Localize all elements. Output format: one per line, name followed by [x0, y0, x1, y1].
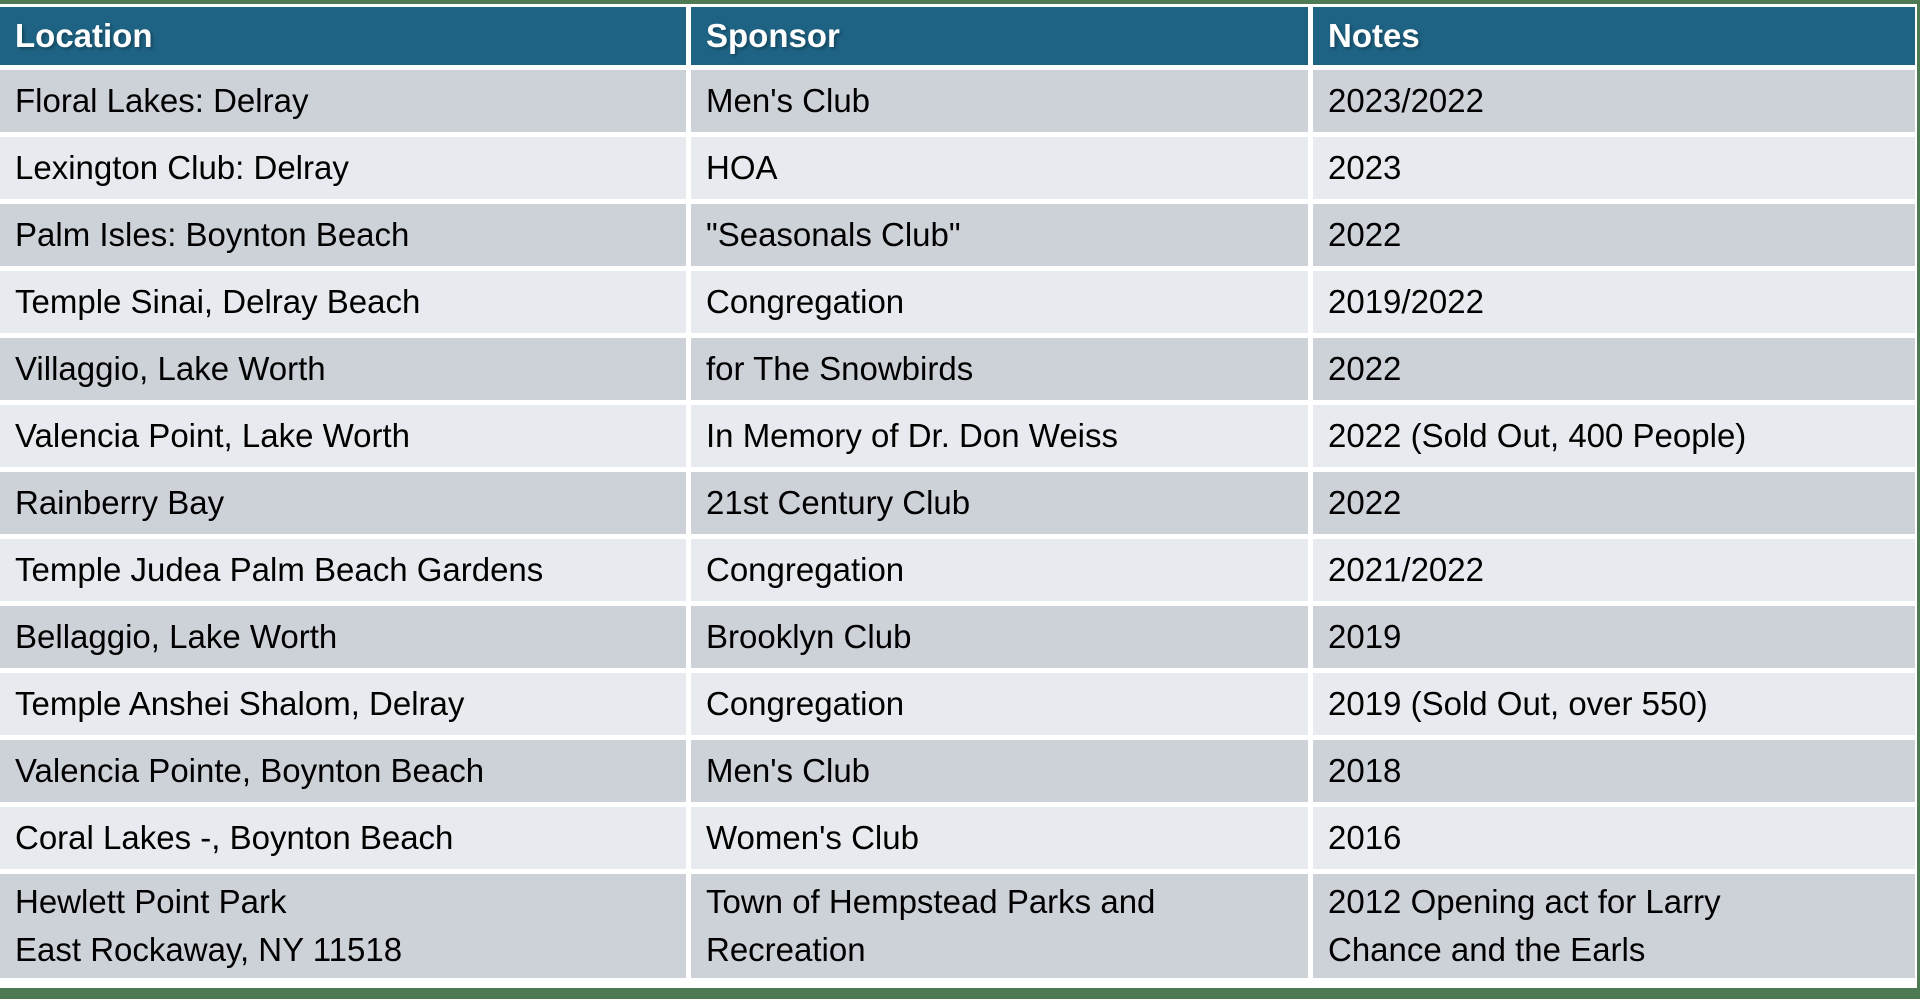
table-body: Floral Lakes: Delray Men's Club 2023/2022 L…	[0, 70, 1915, 983]
cell-location: Temple Anshei Shalom, Delray	[0, 673, 686, 740]
cell-location: Valencia Point, Lake Worth	[0, 405, 686, 472]
cell-location: Rainberry Bay	[0, 472, 686, 539]
cell-location: Villaggio, Lake Worth	[0, 338, 686, 405]
cell-sponsor: Congregation	[686, 673, 1308, 740]
cell-sponsor: Congregation	[686, 271, 1308, 338]
cell-location: Valencia Pointe, Boynton Beach	[0, 740, 686, 807]
cell-notes: 2016	[1308, 807, 1915, 874]
cell-notes: 2019	[1308, 606, 1915, 673]
table-row: Valencia Pointe, Boynton Beach Men's Club…	[0, 740, 1915, 807]
cell-sponsor: "Seasonals Club"	[686, 204, 1308, 271]
table-row: Lexington Club: Delray HOA 2023	[0, 137, 1915, 204]
cell-notes: 2023	[1308, 137, 1915, 204]
cell-notes: 2022	[1308, 204, 1915, 271]
table-row: Bellaggio, Lake Worth Brooklyn Club 2019	[0, 606, 1915, 673]
table-row: Temple Judea Palm Beach Gardens Congregat…	[0, 539, 1915, 606]
column-header-sponsor: Sponsor	[686, 7, 1308, 70]
cell-notes: 2022	[1308, 472, 1915, 539]
cell-sponsor: Town of Hempstead Parks and Recreation	[686, 874, 1308, 983]
cell-notes: 2022	[1308, 338, 1915, 405]
column-header-location: Location	[0, 7, 686, 70]
cell-sponsor: In Memory of Dr. Don Weiss	[686, 405, 1308, 472]
table-row: Floral Lakes: Delray Men's Club 2023/2022	[0, 70, 1915, 137]
cell-sponsor: 21st Century Club	[686, 472, 1308, 539]
table-row: Hewlett Point Park East Rockaway, NY 115…	[0, 874, 1915, 983]
cell-location: Coral Lakes -, Boynton Beach	[0, 807, 686, 874]
cell-notes: 2018	[1308, 740, 1915, 807]
cell-location: Floral Lakes: Delray	[0, 70, 686, 137]
cell-notes: 2023/2022	[1308, 70, 1915, 137]
cell-location: Palm Isles: Boynton Beach	[0, 204, 686, 271]
cell-sponsor: Women's Club	[686, 807, 1308, 874]
cell-notes: 2019/2022	[1308, 271, 1915, 338]
table-row: Temple Sinai, Delray Beach Congregation 20…	[0, 271, 1915, 338]
column-header-notes: Notes	[1308, 7, 1915, 70]
table-row: Coral Lakes -, Boynton Beach Women's Club…	[0, 807, 1915, 874]
cell-sponsor: Congregation	[686, 539, 1308, 606]
cell-location: Lexington Club: Delray	[0, 137, 686, 204]
cell-notes: 2019 (Sold Out, over 550)	[1308, 673, 1915, 740]
table-row: Rainberry Bay 21st Century Club 2022	[0, 472, 1915, 539]
cell-notes: 2022 (Sold Out, 400 People)	[1308, 405, 1915, 472]
table-row: Temple Anshei Shalom, Delray Congregation…	[0, 673, 1915, 740]
table-container: Location Sponsor Notes Floral Lakes: Del…	[0, 4, 1917, 988]
cell-notes: 2012 Opening act for Larry Chance and th…	[1308, 874, 1915, 983]
cell-location: Temple Judea Palm Beach Gardens	[0, 539, 686, 606]
cell-sponsor: for The Snowbirds	[686, 338, 1308, 405]
cell-sponsor: Men's Club	[686, 740, 1308, 807]
table-row: Villaggio, Lake Worth for The Snowbirds 20…	[0, 338, 1915, 405]
cell-sponsor: HOA	[686, 137, 1308, 204]
cell-sponsor: Brooklyn Club	[686, 606, 1308, 673]
cell-location: Bellaggio, Lake Worth	[0, 606, 686, 673]
cell-location: Temple Sinai, Delray Beach	[0, 271, 686, 338]
table-row: Palm Isles: Boynton Beach "Seasonals Club…	[0, 204, 1915, 271]
cell-sponsor: Men's Club	[686, 70, 1308, 137]
table-row: Valencia Point, Lake Worth In Memory of D…	[0, 405, 1915, 472]
cell-location: Hewlett Point Park East Rockaway, NY 115…	[0, 874, 686, 983]
header-row: Location Sponsor Notes	[0, 7, 1915, 70]
cell-notes: 2021/2022	[1308, 539, 1915, 606]
events-table: Location Sponsor Notes Floral Lakes: Del…	[0, 7, 1915, 983]
